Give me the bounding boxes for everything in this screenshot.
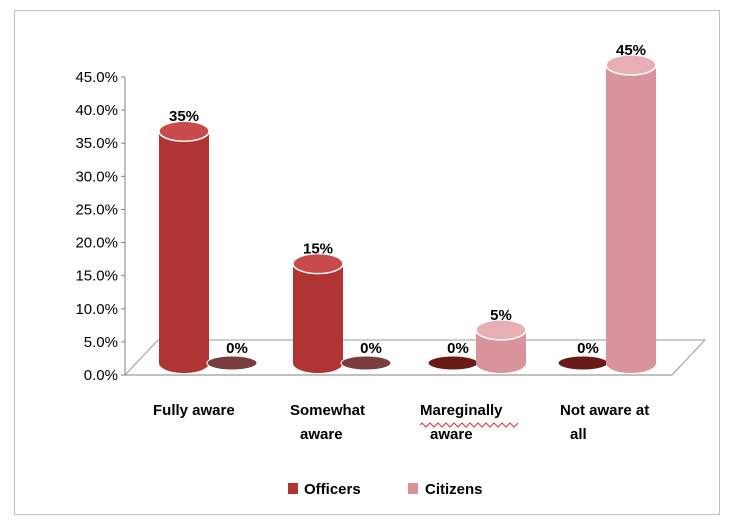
x-category-label: Fully aware [153,402,235,419]
x-category-label: aware [300,426,343,443]
legend-swatch-citizens [408,483,418,494]
y-tick-label: 35.0% [75,135,118,152]
y-tick-label: 45.0% [75,69,118,86]
x-category-label: Somewhat [290,402,365,419]
legend-label-citizens: Citizens [425,481,483,498]
bar-citizens-flat [206,355,258,371]
bar-citizens-base [476,353,526,373]
bar-citizens-body [606,65,656,363]
legend-swatch-officers [288,483,298,494]
bar-officers-top [158,120,210,142]
bar-officers-top [292,252,344,275]
y-tick-label: 25.0% [75,201,118,218]
legend-label-officers: Officers [304,481,361,498]
bar-officers-flat [427,355,479,371]
x-category-label: aware [430,426,473,443]
data-label: 5% [490,307,512,324]
bar-citizens-base [606,353,656,373]
y-tick-label: 40.0% [75,102,118,119]
data-label: 35% [169,108,199,125]
bar-citizens-top [605,54,657,76]
data-label: 0% [577,340,599,357]
y-tick-label: 20.0% [75,235,118,252]
bar-officers-flat [557,355,609,371]
bar-officers-base [293,353,343,373]
chart-frame [14,10,720,515]
bar-officers-body [293,263,343,363]
data-label: 45% [616,42,646,59]
bar-citizens-top [475,319,527,341]
y-tick-label: 30.0% [75,168,118,185]
y-tick-label: 10.0% [75,301,118,318]
y-tick-label: 0.0% [84,367,118,384]
data-label: 15% [303,241,333,258]
bar-officers-base [159,353,209,373]
y-tick-label: 5.0% [84,334,118,351]
spellcheck-squiggle [419,422,519,428]
data-label: 0% [360,340,382,357]
data-label: 0% [447,340,469,357]
x-category-label: all [570,426,587,443]
y-tick-label: 15.0% [75,268,118,285]
x-category-label: Not aware at [560,402,649,419]
bar-citizens-flat [340,355,392,371]
data-label: 0% [226,340,248,357]
bar-officers-body [159,131,209,363]
x-category-label: Mareginally [420,402,503,419]
